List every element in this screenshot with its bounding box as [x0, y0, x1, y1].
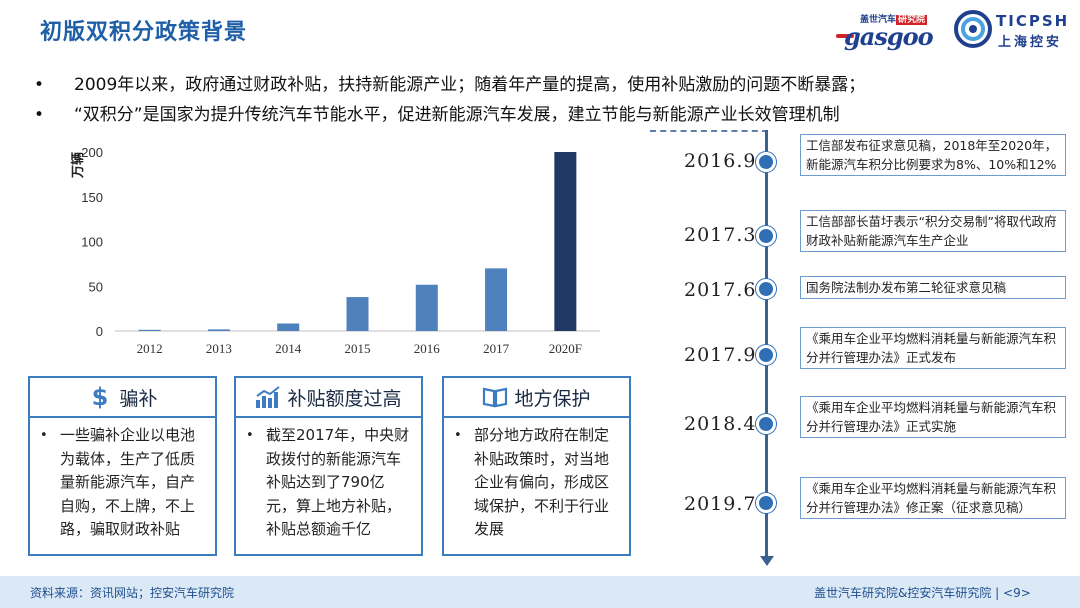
chart-svg: 万辆 0 50 100 150 200 2012 2013 2014 2015 2016 2017 20…: [70, 145, 600, 356]
box-body: • 截至2017年，中央财政拨付的新能源汽车补贴达到了790亿元，算上地方补贴，补…: [236, 418, 421, 542]
timeline-node: [756, 279, 776, 299]
bar-2017: [485, 268, 508, 331]
ticpsh-logo: TICPSH 上海控安: [954, 10, 1070, 50]
box-title: 地方保护: [514, 387, 591, 410]
timeline-date: 2017.6: [684, 279, 757, 301]
timeline-date: 2016.9: [684, 150, 757, 172]
timeline-node: [756, 226, 776, 246]
policy-timeline: 2016.9 工信部发布征求意见稿，2018年至2020年，新能源汽车积分比例要…: [650, 130, 1080, 570]
box-header: $ 骗补: [30, 378, 215, 418]
logo-word: gasgoo: [844, 22, 934, 51]
footer-page: 盖世汽车研究院&控安汽车研究院 | <9>: [814, 586, 1031, 600]
box-header: 补贴额度过高: [236, 378, 421, 418]
footer-source: 资料来源：资讯网站；控安汽车研究院: [30, 586, 235, 600]
box-title: 骗补: [119, 387, 158, 410]
page-title: 初版双积分政策背景: [40, 20, 248, 45]
timeline-date: 2018.4: [684, 413, 757, 435]
timeline-date: 2017.9: [684, 344, 757, 366]
bar-2015: [346, 297, 369, 331]
logo-swoosh: [836, 34, 854, 38]
book-icon: [482, 385, 508, 409]
bullet-item: • 2009年以来，政府通过财政补贴，扶持新能源产业；随着年产量的提高，使用补贴激…: [34, 75, 866, 95]
bar-2020F: [554, 152, 577, 331]
timeline-text: 工信部发布征求意见稿，2018年至2020年，新能源汽车积分比例要求为8%、10…: [800, 134, 1066, 176]
box-text: 部分地方政府在制定补贴政策时，对当地企业有偏向，形成区域保护，不利于行业发展: [474, 426, 610, 538]
y-tick-label: 100: [81, 235, 103, 250]
timeline-arrow-icon: [760, 556, 774, 566]
problem-box-subsidy: 补贴额度过高 • 截至2017年，中央财政拨付的新能源汽车补贴达到了790亿元，算…: [234, 376, 423, 556]
intro-bullets: • 2009年以来，政府通过财政补贴，扶持新能源产业；随着年产量的提高，使用补贴激…: [34, 70, 1064, 130]
timeline-node: [756, 345, 776, 365]
timeline-text: 《乘用车企业平均燃料消耗量与新能源汽车积分并行管理办法》正式实施: [800, 396, 1066, 438]
x-tick-label: 2012: [137, 341, 163, 356]
timeline-node: [756, 493, 776, 513]
logo-tag-left: 盖世汽车: [860, 15, 897, 25]
sales-bar-chart: 万辆 0 50 100 150 200 2012 2013 2014 2015 2016 2017 20…: [70, 140, 610, 365]
dollar-icon: $: [87, 385, 113, 409]
y-axis-label: 万辆: [70, 152, 85, 179]
x-tick-label: 2016: [414, 341, 441, 356]
box-body: • 部分地方政府在制定补贴政策时，对当地企业有偏向，形成区域保护，不利于行业发展: [444, 418, 629, 542]
footer-bar: 资料来源：资讯网站；控安汽车研究院 盖世汽车研究院&控安汽车研究院 | <9>: [0, 576, 1080, 608]
bullet-text: 2009年以来，政府通过财政补贴，扶持新能源产业；随着年产量的提高，使用补贴激励…: [74, 75, 866, 95]
box-header: 地方保护: [444, 378, 629, 418]
timeline-text: 《乘用车企业平均燃料消耗量与新能源汽车积分并行管理办法》正式发布: [800, 327, 1066, 369]
timeline-node: [756, 414, 776, 434]
logo-tag-right: 研究院: [896, 15, 928, 25]
x-tick-label: 2015: [345, 341, 371, 356]
y-tick-label: 200: [81, 145, 103, 160]
y-tick-label: 50: [89, 279, 103, 294]
bar-2016: [415, 284, 438, 331]
svg-text:$: $: [92, 385, 109, 409]
logo-zh: 上海控安: [998, 35, 1063, 50]
problem-box-protection: 地方保护 • 部分地方政府在制定补贴政策时，对当地企业有偏向，形成区域保护，不利于…: [442, 376, 631, 556]
bar-chart-icon: [255, 385, 281, 409]
x-tick-label: 2017: [483, 341, 510, 356]
logo-en: TICPSH: [996, 12, 1070, 30]
bullet-text: “双积分”是国家为提升传统汽车节能水平，促进新能源汽车发展，建立节能与新能源产业…: [74, 105, 840, 125]
timeline-text: 工信部部长苗圩表示“积分交易制”将取代政府财政补贴新能源汽车生产企业: [800, 210, 1066, 252]
bar-2013: [207, 329, 230, 331]
ticpsh-mark-icon: [954, 10, 992, 48]
box-title: 补贴额度过高: [287, 387, 402, 410]
x-tick-label: 2014: [275, 341, 302, 356]
timeline-date: 2017.3: [684, 224, 757, 246]
timeline-date: 2019.7: [684, 493, 757, 515]
y-tick-label: 0: [96, 324, 103, 339]
box-text: 一些骗补企业以电池为载体，生产了低质量新能源汽车，自产自购，不上牌，不上路，骗取…: [60, 426, 196, 538]
timeline-node: [756, 152, 776, 172]
gasgoo-logo: 盖世汽车 研究院 gasgoo: [836, 12, 946, 51]
x-tick-label: 2020F: [549, 341, 582, 356]
timeline-divider: [650, 130, 768, 132]
timeline-text: 《乘用车企业平均燃料消耗量与新能源汽车积分并行管理办法》修正案（征求意见稿）: [800, 477, 1066, 519]
box-text: 截至2017年，中央财政拨付的新能源汽车补贴达到了790亿元，算上地方补贴，补贴…: [266, 426, 410, 538]
box-body: • 一些骗补企业以电池为载体，生产了低质量新能源汽车，自产自购，不上牌，不上路，骗…: [30, 418, 215, 542]
x-tick-label: 2013: [206, 341, 232, 356]
problem-box-fraud: $ 骗补 • 一些骗补企业以电池为载体，生产了低质量新能源汽车，自产自购，不上牌，…: [28, 376, 217, 556]
timeline-text: 国务院法制办发布第二轮征求意见稿: [800, 276, 1066, 299]
bullet-item: • “双积分”是国家为提升传统汽车节能水平，促进新能源汽车发展，建立节能与新能源产…: [34, 105, 840, 125]
bar-2014: [277, 323, 300, 331]
bar-2012: [138, 329, 161, 331]
y-tick-label: 150: [81, 190, 103, 205]
